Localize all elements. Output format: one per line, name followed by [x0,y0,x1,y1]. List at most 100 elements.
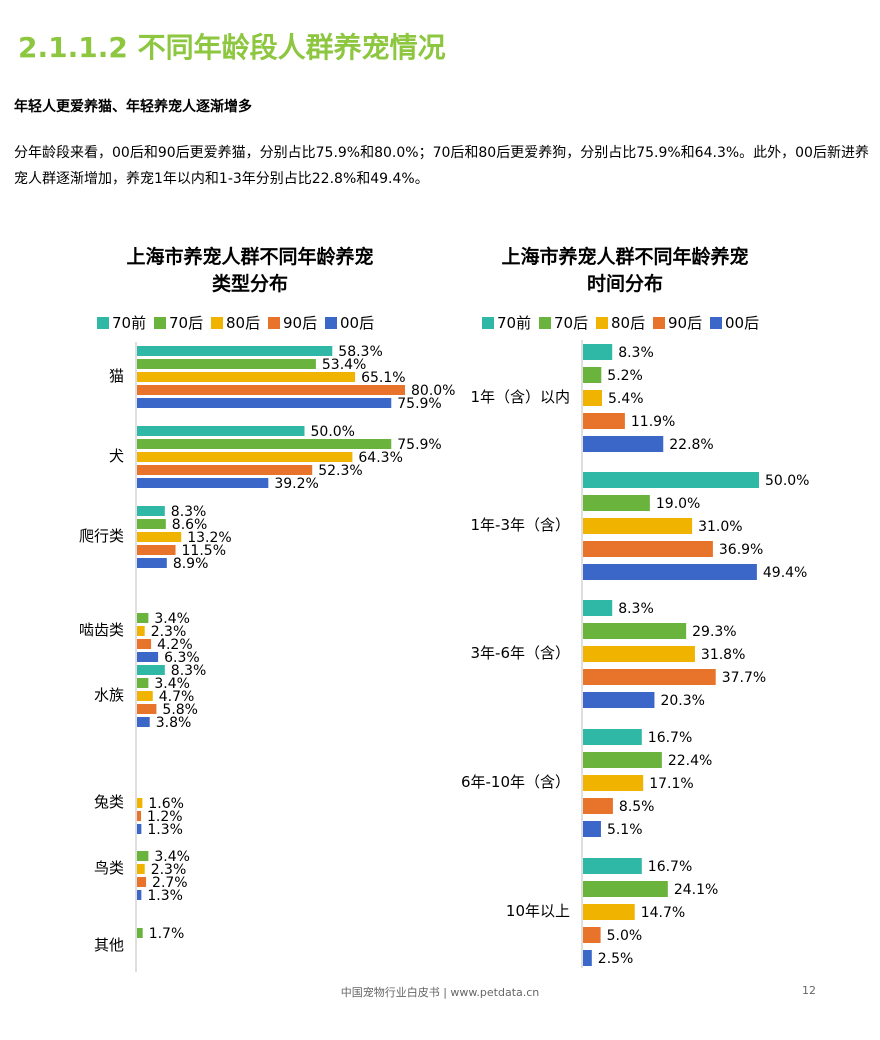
right-legend-swatch-70前 [482,317,494,329]
left-data-label-90后: 5.8% [162,702,198,718]
left-legend-label-90后: 90后 [283,314,317,332]
right-bar-00后 [583,436,664,452]
left-bar-70后 [137,851,149,861]
left-data-label-70后: 75.9% [397,437,441,453]
right-bar-90后 [583,927,601,943]
left-chart-title-line-1: 上海市养宠人群不同年龄养宠 [126,246,374,268]
right-data-label-80后: 17.1% [649,776,693,792]
left-data-label-70后: 3.4% [154,611,190,627]
right-bar-70前 [583,344,613,360]
left-legend-label-80后: 80后 [226,314,260,332]
left-data-label-90后: 4.2% [157,637,193,653]
right-data-label-70前: 16.7% [648,730,692,746]
right-data-label-70后: 19.0% [656,496,700,512]
left-bar-00后 [137,558,167,568]
right-bar-70后 [583,367,602,383]
right-legend-swatch-70后 [539,317,551,329]
right-data-label-80后: 5.4% [608,391,644,407]
left-bar-90后 [137,639,152,649]
left-data-label-70后: 53.4% [322,357,366,373]
left-bar-90后 [137,385,405,395]
left-category-label: 啮齿类 [79,621,124,639]
left-bar-00后 [137,717,150,727]
left-bar-00后 [137,652,159,662]
left-data-label-70后: 3.4% [154,849,190,865]
left-category-label: 水族 [94,686,124,704]
left-bar-00后 [137,478,269,488]
right-data-label-80后: 14.7% [641,905,685,921]
left-data-label-80后: 13.2% [187,530,231,546]
left-data-label-90后: 80.0% [411,383,455,399]
left-category-label: 猫 [109,367,124,385]
right-bar-90后 [583,669,716,685]
right-bar-90后 [583,413,625,429]
right-data-label-90后: 37.7% [722,670,766,686]
right-data-label-90后: 36.9% [719,542,763,558]
right-data-label-70后: 22.4% [668,753,712,769]
left-bar-80后 [137,372,356,382]
footer-text: 中国宠物行业白皮书 | www.petdata.cn [340,986,540,999]
right-bar-00后 [583,950,592,966]
left-data-label-70前: 58.3% [338,344,382,360]
right-category-label: 6年-10年（含） [461,773,570,791]
left-bar-70前 [137,665,165,675]
left-data-label-80后: 2.3% [151,862,187,878]
right-data-label-90后: 8.5% [619,799,655,815]
left-data-label-00后: 3.8% [156,715,192,731]
right-bar-70后 [583,495,650,511]
left-category-label: 爬行类 [79,527,124,545]
left-bar-80后 [137,532,182,542]
left-category-label: 兔类 [94,793,124,811]
left-data-label-70后: 3.4% [154,676,190,692]
right-data-label-70后: 29.3% [692,624,736,640]
left-legend-swatch-00后 [325,317,337,329]
section-heading: 2.1.1.2 不同年龄段人群养宠情况 [18,31,446,64]
left-bar-70后 [137,519,166,529]
subheading: 年轻人更爱养猫、年轻养宠人逐渐增多 [14,99,252,115]
left-bar-00后 [137,824,142,834]
left-legend-label-00后: 00后 [340,314,374,332]
left-data-label-70前: 8.3% [171,504,207,520]
right-data-label-70前: 16.7% [648,859,692,875]
right-data-label-70前: 8.3% [618,601,654,617]
left-data-label-90后: 52.3% [318,463,362,479]
right-bar-70前 [583,472,759,488]
right-data-label-00后: 2.5% [598,951,634,967]
left-bar-00后 [137,890,142,900]
left-legend-swatch-70前 [97,317,109,329]
left-bar-00后 [137,398,392,408]
right-category-label: 10年以上 [506,902,570,920]
left-data-label-70后: 1.7% [149,926,185,942]
right-chart-title-line-2: 时间分布 [586,273,663,295]
right-category-label: 3年-6年（含） [470,644,570,662]
left-bar-70前 [137,426,305,436]
left-bar-70后 [137,439,392,449]
left-bar-90后 [137,704,157,714]
left-category-label: 犬 [109,447,124,465]
right-data-label-00后: 20.3% [660,693,704,709]
left-category-label: 其他 [94,936,124,954]
left-bar-90后 [137,811,142,821]
left-legend-swatch-80后 [211,317,223,329]
right-category-label: 1年-3年（含） [470,516,570,534]
right-bar-00后 [583,564,757,580]
right-legend-swatch-90后 [653,317,665,329]
left-bar-70前 [137,346,333,356]
left-bar-70后 [137,928,143,938]
left-chart-title-line-2: 类型分布 [211,273,288,295]
left-data-label-80后: 65.1% [361,370,405,386]
right-bar-80后 [583,904,635,920]
right-data-label-00后: 22.8% [669,437,713,453]
left-data-label-80后: 4.7% [159,689,195,705]
right-data-label-70后: 5.2% [607,368,643,384]
right-chart-title-line-1: 上海市养宠人群不同年龄养宠 [501,246,749,268]
right-legend-swatch-00后 [710,317,722,329]
right-bar-70后 [583,752,662,768]
left-data-label-90后: 11.5% [182,543,226,559]
left-bar-70前 [137,506,165,516]
left-legend-swatch-90后 [268,317,280,329]
left-bar-70后 [137,678,149,688]
right-bar-70后 [583,623,687,639]
left-chart-title: 上海市养宠人群不同年龄养宠 类型分布 [60,244,440,298]
right-bar-70前 [583,600,613,616]
